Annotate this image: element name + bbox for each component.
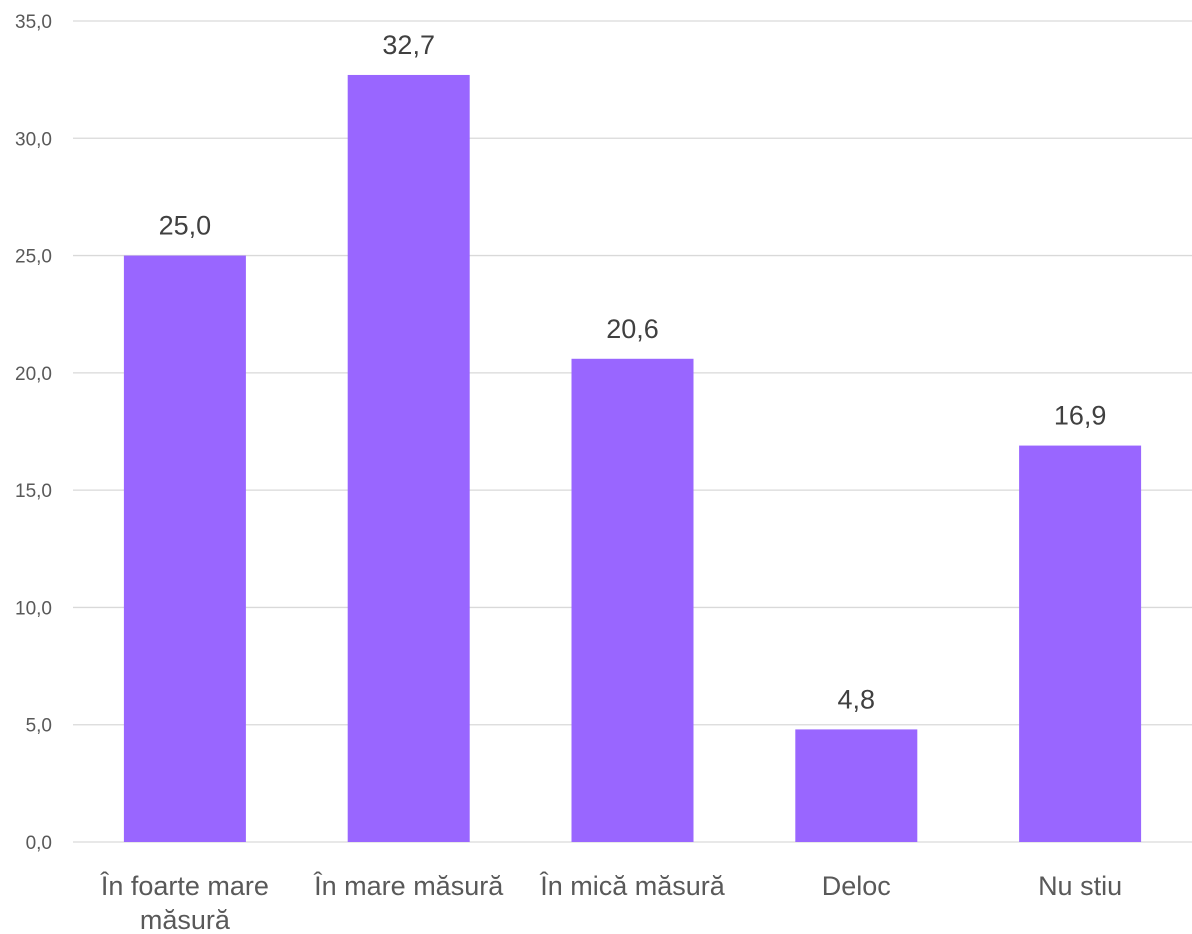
y-tick-label: 25,0 [15, 247, 52, 268]
bars [123, 74, 1142, 843]
data-label: 4,8 [838, 684, 876, 714]
x-tick-label: Nu stiu [1038, 871, 1122, 901]
x-tick-label-line: măsură [140, 905, 231, 934]
data-label: 16,9 [1054, 401, 1107, 431]
x-tick-label: În mică măsură [539, 870, 726, 901]
y-tick-label: 15,0 [15, 481, 52, 502]
bar [1019, 445, 1142, 842]
data-label: 32,7 [382, 30, 435, 60]
y-tick-label: 10,0 [15, 598, 52, 619]
data-label: 20,6 [606, 314, 659, 344]
y-tick-label: 20,0 [15, 364, 52, 385]
y-axis-tick-labels: 0,0 5,0 10,0 15,0 20,0 25,0 30,0 35,0 [15, 12, 52, 854]
x-tick-label-line: În foarte mare [100, 870, 269, 901]
x-tick-label: În mare măsură [313, 870, 504, 901]
x-axis-tick-labels: În foarte mare măsură În mare măsură În mic… [100, 870, 1122, 934]
x-tick-label-line: În mare măsură [313, 870, 504, 901]
y-tick-label: 35,0 [15, 12, 52, 33]
bar [795, 729, 918, 842]
bar [347, 74, 470, 843]
y-tick-label: 5,0 [26, 716, 52, 737]
bar [123, 255, 246, 843]
y-tick-label: 30,0 [15, 129, 52, 150]
x-tick-label: Deloc [822, 871, 891, 901]
data-label: 25,0 [159, 211, 212, 241]
x-tick-label-line: În mică măsură [539, 870, 726, 901]
x-tick-label-line: Deloc [822, 871, 891, 901]
bar [571, 358, 694, 842]
x-tick-label: În foarte mare măsură [100, 870, 269, 934]
x-tick-label-line: Nu stiu [1038, 871, 1122, 901]
data-labels: 25,0 32,7 20,6 4,8 16,9 [159, 30, 1107, 714]
y-tick-label: 0,0 [26, 833, 52, 854]
